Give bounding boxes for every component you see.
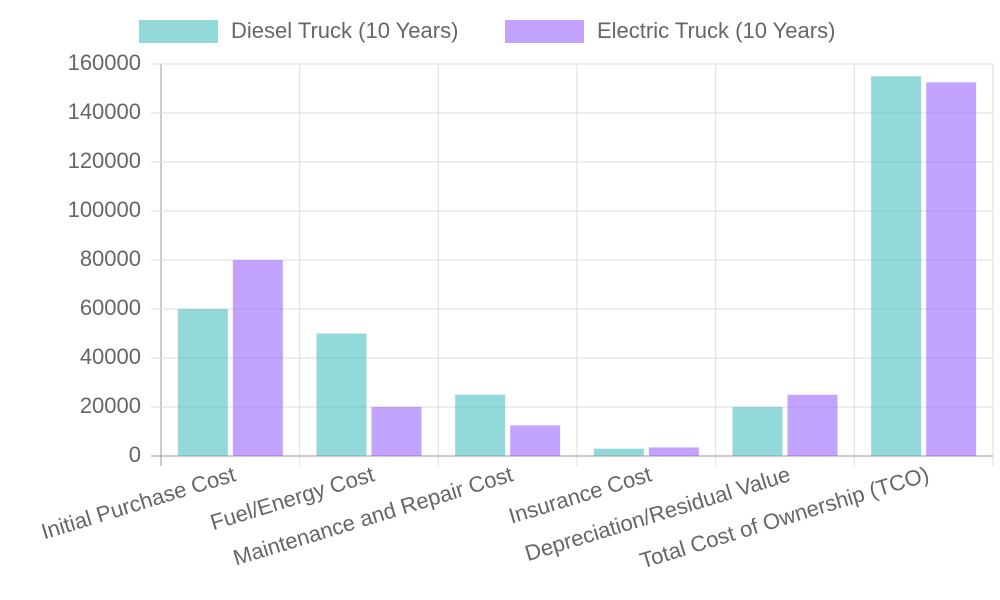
bar <box>510 425 561 456</box>
bar <box>648 447 699 456</box>
y-tick-label: 120000 <box>68 148 141 173</box>
bar <box>455 394 506 456</box>
x-tick-label: Initial Purchase Cost <box>38 461 238 544</box>
bar <box>926 82 977 456</box>
bar <box>232 260 283 456</box>
bar <box>316 333 367 456</box>
y-tick-label: 100000 <box>68 197 141 222</box>
bar <box>593 448 644 456</box>
y-tick-label: 140000 <box>68 99 141 124</box>
legend-swatch <box>505 20 584 43</box>
legend-label: Electric Truck (10 Years) <box>597 18 835 43</box>
bar <box>871 76 922 456</box>
legend-label: Diesel Truck (10 Years) <box>231 18 458 43</box>
y-tick-label: 20000 <box>80 393 141 418</box>
y-tick-label: 160000 <box>68 50 141 75</box>
bar <box>787 394 838 456</box>
y-tick-label: 60000 <box>80 295 141 320</box>
y-tick-label: 40000 <box>80 344 141 369</box>
bar <box>732 407 783 456</box>
y-tick-label: 80000 <box>80 246 141 271</box>
bar <box>371 407 422 456</box>
bar <box>177 309 228 456</box>
y-tick-label: 0 <box>129 442 141 467</box>
legend-swatch <box>139 20 218 43</box>
